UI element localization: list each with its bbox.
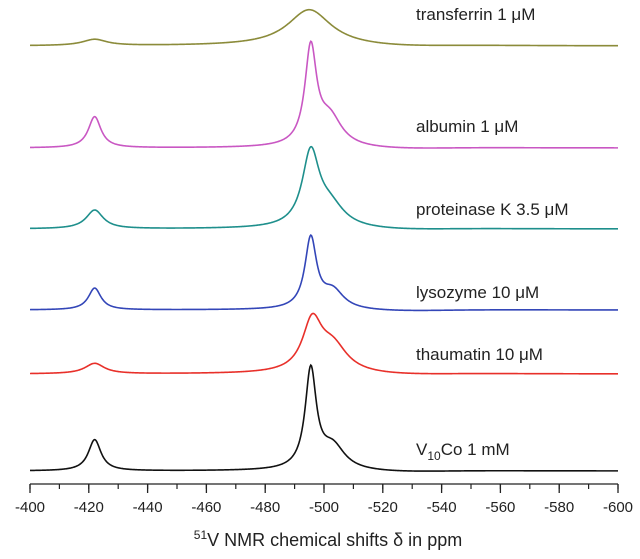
label-part-sub: 10 <box>427 449 441 463</box>
x-tick-label: -520 <box>368 499 398 516</box>
spectrum-line-2 <box>29 40 618 149</box>
series-label-1: transferrin 1 μM <box>416 5 535 24</box>
spectrum-line-6 <box>29 363 618 472</box>
spectra-group <box>29 8 618 472</box>
x-axis: -400 -420 -440 -460 -480 -500 -520 -540 -560 -580… <box>15 483 633 550</box>
series-labels: transferrin 1 μM albumin 1 μM proteinase K… <box>416 5 569 463</box>
x-tick-label: -460 <box>191 499 221 516</box>
x-tick-label: -600 <box>603 499 633 516</box>
x-tick-label: -440 <box>133 499 163 516</box>
series-label-4: lysozyme 10 μM <box>416 283 539 302</box>
spectrum-line-1 <box>29 8 618 47</box>
series-label-6: V10Co 1 mM <box>416 440 510 463</box>
x-axis-title-sup: 51 <box>194 528 208 542</box>
spectrum-line-3 <box>29 145 618 230</box>
x-axis-title: 51V NMR chemical shifts δ in ppm <box>194 528 462 550</box>
x-tick-label: -480 <box>250 499 280 516</box>
x-tick-label: -400 <box>15 499 45 516</box>
x-tick-label: -420 <box>74 499 104 516</box>
spectrum-line-4 <box>29 233 618 312</box>
x-tick-label: -500 <box>309 499 339 516</box>
x-tick-label: -540 <box>427 499 457 516</box>
spectrum-line-5 <box>30 312 618 375</box>
series-label-2: albumin 1 μM <box>416 117 518 136</box>
label-part-rest: Co 1 mM <box>441 440 510 459</box>
series-label-5: thaumatin 10 μM <box>416 345 543 364</box>
series-label-3: proteinase K 3.5 μM <box>416 200 569 219</box>
label-part-main: V <box>416 440 428 459</box>
x-tick-label: -580 <box>544 499 574 516</box>
x-axis-title-main: V NMR chemical shifts δ in ppm <box>207 530 462 550</box>
x-tick-label: -560 <box>485 499 515 516</box>
